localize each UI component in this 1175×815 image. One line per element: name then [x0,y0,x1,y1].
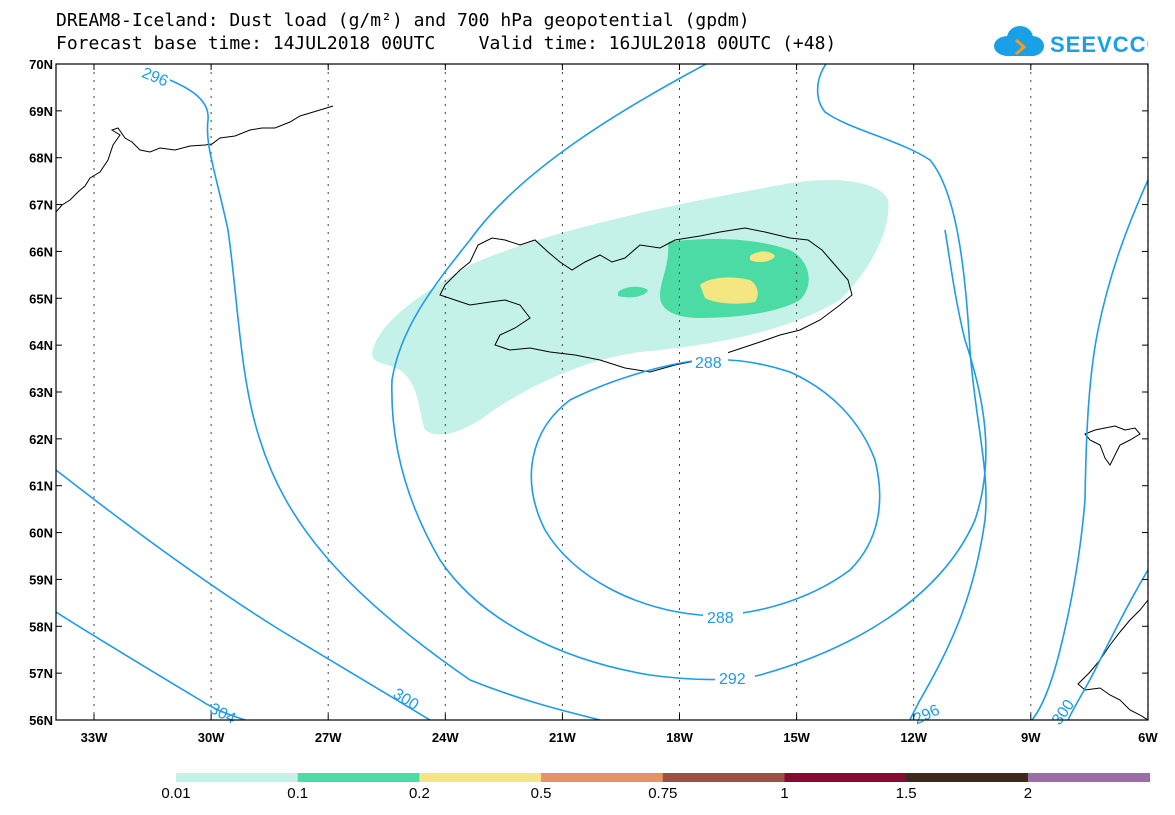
axis-ticks [56,63,1149,721]
colorbar-swatch [662,773,785,782]
dust-area-high-small [750,251,775,263]
longitude-labels: 33W 30W 27W 24W 21W 18W 15W 12W 9W 6W [81,730,1159,745]
map-subtitle: Forecast base time: 14JUL2018 00UTC Vali… [56,33,837,54]
colorbar [176,773,1151,782]
logo-text: SEEVCCC [1050,32,1148,57]
contour-labels: 296 288 288 292 296 300 300 304 [139,65,1078,729]
lat-label: 65N [29,291,53,306]
contour-288 [530,358,881,617]
colorbar-swatch [297,773,420,782]
lon-label: 24W [432,730,459,745]
lat-label: 59N [29,572,53,587]
cloud-icon [994,26,1044,56]
contour-296-east [816,64,987,720]
colorbar-swatch [541,773,664,782]
lon-label: 9W [1021,730,1041,745]
contour-label-292: 292 [719,671,746,688]
lon-label: 15W [783,730,810,745]
lon-label: 27W [315,730,342,745]
scotland-coast [1077,599,1148,720]
lat-label: 70N [29,57,53,72]
contour-304-west [56,611,246,720]
lat-label: 60N [29,526,53,541]
coastlines [56,105,1148,720]
contour-296-west [164,77,601,720]
lat-label: 56N [29,713,53,728]
contour-300-east [1031,179,1148,720]
colorbar-swatch [1027,773,1151,782]
lat-label: 61N [29,479,53,494]
colorbar-swatch [906,773,1029,782]
colorbar-label: 1 [780,785,789,802]
lat-label: 64N [29,338,53,353]
colorbar-swatch [419,773,542,782]
contour-label-304: 304 [207,700,239,727]
contour-300-west [56,469,431,720]
colorbar-label: 0.75 [648,785,678,802]
lat-label: 67N [29,198,53,213]
map-frame [55,63,1149,721]
contour-label-300-east: 300 [1049,697,1078,729]
lon-label: 6W [1138,730,1158,745]
latitude-labels: 70N 69N 68N 67N 66N 65N 64N 63N 62N 61N 60N 59N 58N 5… [29,57,53,728]
lat-label: 58N [29,619,53,634]
lon-label: 12W [900,730,927,745]
colorbar-label: 2 [1023,785,1033,802]
dust-area-low [372,180,889,435]
lat-label: 63N [29,385,53,400]
lat-label: 62N [29,432,53,447]
iceland-coast [439,227,853,373]
dust-shading [372,180,889,435]
colorbar-label: 0.1 [287,785,309,802]
lon-label: 30W [198,730,225,745]
lon-label: 21W [549,730,576,745]
contour-304-east [1067,569,1148,720]
gridlines [93,64,1148,720]
seevccc-logo: SEEVCCC [994,26,1148,57]
contour-label-288-bottom: 288 [707,610,734,627]
contour-292 [391,64,987,681]
lon-label: 33W [81,730,108,745]
lon-label: 18W [666,730,693,745]
dust-area-mid-small [618,286,648,298]
map-title: DREAM8-Iceland: Dust load (g/m²) and 700… [56,10,750,31]
contour-label-296-bottom: 296 [911,702,942,729]
colorbar-label: 0.01 [161,785,191,802]
lat-label: 68N [29,151,53,166]
colorbar-label: 1.5 [895,785,917,802]
colorbar-label: 0.5 [530,785,552,802]
colorbar-swatch [176,773,299,782]
geopotential-contours [56,64,1148,720]
greenland-coast [56,105,334,213]
dust-area-high [700,277,758,304]
contour-label-288-top: 288 [695,355,722,372]
contour-label-300-west: 300 [390,685,422,714]
lat-label: 69N [29,104,53,119]
colorbar-swatch [784,773,907,782]
lat-label: 57N [29,666,53,681]
lat-label: 66N [29,244,53,259]
colorbar-label: 0.2 [408,785,430,802]
faroe-coast [1084,425,1141,466]
